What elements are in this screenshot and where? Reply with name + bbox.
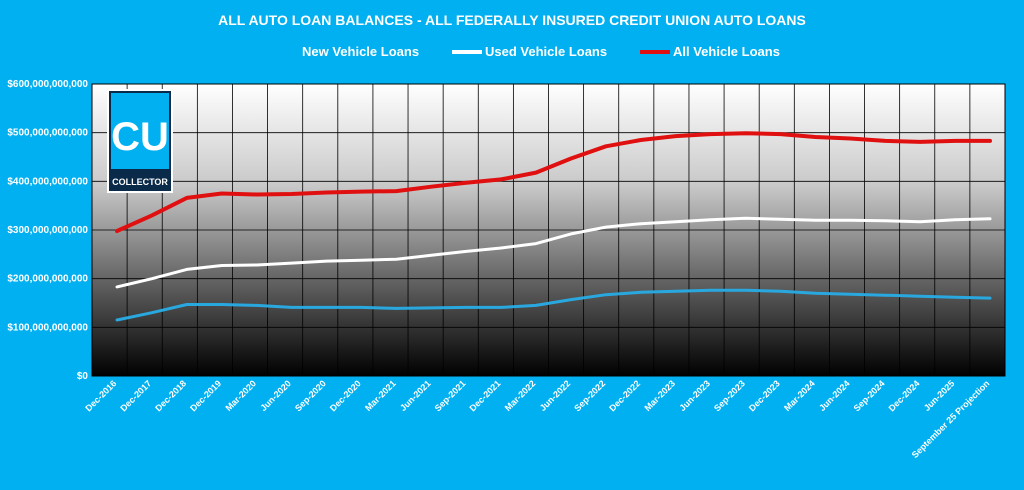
x-tick-label: Dec-2017 (118, 378, 153, 413)
y-tick-label: $0 (77, 371, 89, 382)
legend-label: All Vehicle Loans (673, 44, 780, 59)
y-tick-label: $100,000,000,000 (7, 322, 88, 333)
logo-letters: CU (111, 115, 169, 159)
x-tick-label: Jun-2022 (538, 378, 573, 413)
x-tick-label: Dec-2023 (747, 378, 782, 413)
x-tick-label: Sep-2022 (572, 378, 607, 413)
y-tick-label: $400,000,000,000 (7, 176, 88, 187)
x-tick-label: Mar-2022 (503, 378, 538, 413)
x-tick-label: Dec-2024 (887, 378, 922, 413)
x-tick-label: Jun-2021 (398, 378, 433, 413)
x-tick-label: Dec-2018 (153, 378, 188, 413)
logo-subtitle: COLLECTOR (112, 177, 168, 187)
x-tick-label: Dec-2020 (328, 378, 363, 413)
x-tick-label: Dec-2021 (468, 378, 503, 413)
x-tick-label: Dec-2019 (188, 378, 223, 413)
x-tick-label: Jun-2023 (677, 378, 712, 413)
y-tick-label: $500,000,000,000 (7, 128, 88, 139)
chart-title: ALL AUTO LOAN BALANCES - ALL FEDERALLY I… (218, 12, 806, 28)
x-tick-label: Dec-2016 (83, 378, 118, 413)
y-tick-label: $300,000,000,000 (7, 225, 88, 236)
x-tick-label: Sep-2021 (433, 378, 468, 413)
x-tick-label: Sep-2023 (712, 378, 747, 413)
x-tick-label: Jun-2020 (258, 378, 293, 413)
x-tick-label: Mar-2021 (363, 378, 398, 413)
x-tick-label: Mar-2024 (782, 378, 817, 413)
x-tick-label: Mar-2023 (642, 378, 677, 413)
cu-collector-logo: CU COLLECTOR (108, 90, 172, 192)
x-tick-label: Mar-2020 (223, 378, 258, 413)
y-axis: $0 $100,000,000,000 $200,000,000,000 $300,0… (7, 79, 88, 382)
legend-label: Used Vehicle Loans (485, 44, 607, 59)
x-tick-label: Jun-2024 (817, 378, 852, 413)
legend-label: New Vehicle Loans (302, 44, 419, 59)
x-tick-label: Sep-2020 (293, 378, 328, 413)
x-tick-label: Jun-2025 (922, 378, 957, 413)
y-tick-label: $200,000,000,000 (7, 274, 88, 285)
x-tick-label: Dec-2022 (607, 378, 642, 413)
legend: New Vehicle Loans Used Vehicle Loans All V… (302, 44, 780, 59)
x-tick-label: Sep-2024 (852, 378, 887, 413)
y-tick-label: $600,000,000,000 (7, 79, 88, 90)
